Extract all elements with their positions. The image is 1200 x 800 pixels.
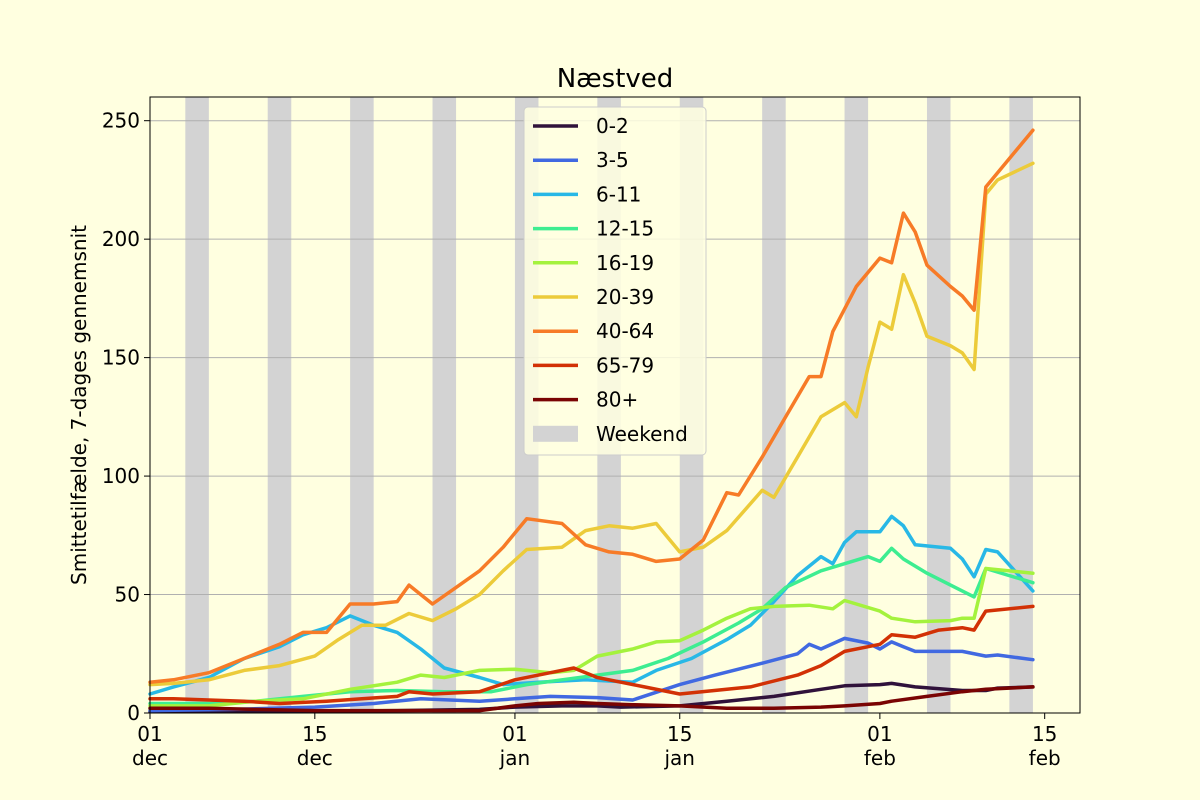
x-tick-label: 01 <box>867 722 892 746</box>
x-tick-label: jan <box>499 746 531 770</box>
legend-label: 3-5 <box>596 148 629 172</box>
weekend-band <box>432 97 457 713</box>
legend-label: 40-64 <box>596 319 654 343</box>
series-line-20-39 <box>148 161 1035 687</box>
legend-label: 20-39 <box>596 285 654 309</box>
series-line-65-79 <box>148 604 1035 706</box>
series-line-3-5 <box>148 636 1035 713</box>
y-axis-label: Smittetilfælde, 7-dages gennemsnit <box>67 225 91 585</box>
x-tick-label: jan <box>663 746 695 770</box>
weekend-band <box>926 97 951 713</box>
x-tick-label: 15 <box>667 722 692 746</box>
x-tick-label: 15 <box>1032 722 1057 746</box>
legend-label: 16-19 <box>596 251 654 275</box>
x-tick-label: dec <box>297 746 333 770</box>
x-tick-label: 15 <box>302 722 327 746</box>
x-tick-label: 01 <box>502 722 527 746</box>
weekend-band <box>267 97 292 713</box>
plot-frame <box>149 96 1081 714</box>
legend-label: 12-15 <box>596 217 654 241</box>
series-line-12-15 <box>148 546 1035 706</box>
weekend-band <box>185 97 209 713</box>
x-tick-label: 01 <box>137 722 162 746</box>
legend-label: 0-2 <box>596 114 629 138</box>
x-tick-label: feb <box>864 746 896 770</box>
series-line-80+ <box>148 685 1035 713</box>
series-line-6-11 <box>148 514 1035 696</box>
weekend-band <box>762 97 786 713</box>
chart-title: Næstved <box>557 64 674 94</box>
legend-label: 6-11 <box>596 182 641 206</box>
series-lines <box>148 128 1035 714</box>
legend-swatch <box>533 425 578 442</box>
y-tick-label: 250 <box>102 109 140 133</box>
series-line-16-19 <box>148 566 1035 708</box>
legend: 0-2 3-5 6-11 12-15 16-19 20-39 40-64 65-79 80+ We… <box>523 106 707 456</box>
x-tick-label: feb <box>1029 746 1061 770</box>
legend-label: 80+ <box>596 388 638 412</box>
weekend-band <box>1009 97 1033 713</box>
y-tick-label: 200 <box>102 227 140 251</box>
x-tick-label: dec <box>132 746 168 770</box>
y-tick-label: 0 <box>127 701 140 725</box>
y-tick-label: 150 <box>102 346 140 370</box>
series-line-40-64 <box>148 128 1035 684</box>
legend-label: Weekend <box>596 422 688 446</box>
y-tick-label: 50 <box>115 583 140 607</box>
y-axis: 0 50 100 150 200 250 <box>102 109 150 725</box>
y-tick-label: 100 <box>102 464 140 488</box>
legend-label: 65-79 <box>596 353 654 377</box>
weekend-band <box>350 97 374 713</box>
